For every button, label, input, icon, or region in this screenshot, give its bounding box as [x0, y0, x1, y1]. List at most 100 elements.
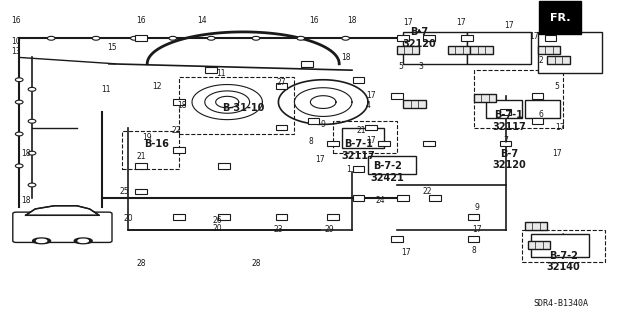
- Circle shape: [15, 78, 23, 82]
- Text: 17: 17: [315, 155, 325, 164]
- Polygon shape: [26, 206, 99, 215]
- Bar: [135, 35, 147, 41]
- Bar: [474, 70, 563, 128]
- Text: 22: 22: [423, 187, 432, 196]
- Circle shape: [92, 36, 100, 40]
- Text: 1: 1: [346, 165, 351, 174]
- Text: 8: 8: [471, 246, 476, 255]
- Text: 17: 17: [504, 21, 514, 30]
- Bar: [397, 35, 409, 41]
- Bar: [301, 61, 313, 67]
- Text: 17: 17: [555, 123, 565, 132]
- Text: 17: 17: [552, 149, 562, 158]
- Text: 14: 14: [196, 16, 207, 25]
- Circle shape: [169, 36, 177, 40]
- Text: 17: 17: [456, 18, 466, 27]
- Text: 17: 17: [472, 225, 482, 234]
- Circle shape: [28, 87, 36, 91]
- Text: 20: 20: [212, 224, 223, 233]
- Circle shape: [15, 100, 23, 104]
- Bar: [429, 195, 441, 201]
- Text: 18: 18: [348, 16, 356, 25]
- Bar: [500, 141, 511, 146]
- Text: FR.: FR.: [550, 12, 570, 23]
- Circle shape: [28, 183, 36, 187]
- Bar: [276, 83, 287, 89]
- Circle shape: [207, 36, 215, 40]
- Bar: [397, 46, 419, 54]
- Text: 17: 17: [401, 248, 412, 256]
- Bar: [391, 93, 403, 99]
- Bar: [368, 156, 416, 174]
- Bar: [538, 46, 560, 54]
- Text: 8: 8: [308, 137, 313, 146]
- Bar: [448, 46, 470, 54]
- Bar: [205, 67, 217, 73]
- Text: 21: 21: [357, 126, 366, 135]
- Bar: [378, 141, 390, 146]
- Bar: [468, 214, 479, 220]
- Text: B-16: B-16: [145, 138, 169, 149]
- Bar: [468, 236, 479, 242]
- Bar: [525, 100, 560, 118]
- Text: 25: 25: [120, 187, 130, 196]
- Bar: [135, 163, 147, 169]
- Text: 5: 5: [554, 82, 559, 91]
- Text: B-7-2
32421: B-7-2 32421: [371, 161, 404, 183]
- Text: 2: 2: [538, 56, 543, 65]
- FancyBboxPatch shape: [13, 212, 112, 242]
- Text: 24: 24: [376, 197, 386, 205]
- Text: 16: 16: [308, 16, 319, 25]
- Text: 12: 12: [152, 82, 161, 91]
- Bar: [470, 46, 493, 54]
- Text: 28: 28: [136, 259, 145, 268]
- Ellipse shape: [78, 239, 88, 242]
- Text: 16: 16: [11, 16, 21, 25]
- Circle shape: [15, 164, 23, 168]
- Text: 29: 29: [324, 225, 335, 234]
- Bar: [365, 125, 377, 130]
- Circle shape: [15, 132, 23, 136]
- Text: 17: 17: [366, 91, 376, 100]
- Circle shape: [47, 36, 55, 40]
- Bar: [327, 141, 339, 146]
- Bar: [538, 32, 602, 73]
- Text: 18: 18: [21, 149, 30, 158]
- Text: 21: 21: [136, 152, 145, 161]
- Bar: [474, 94, 496, 102]
- Text: 9: 9: [321, 120, 326, 129]
- Bar: [423, 141, 435, 146]
- Text: 28: 28: [252, 259, 260, 268]
- Text: 5: 5: [398, 63, 403, 71]
- Bar: [528, 241, 550, 249]
- Text: 17: 17: [529, 32, 540, 41]
- Bar: [276, 125, 287, 130]
- Ellipse shape: [74, 238, 92, 244]
- Bar: [423, 35, 435, 41]
- Text: 6: 6: [538, 110, 543, 119]
- Bar: [397, 195, 409, 201]
- Text: FR.: FR.: [550, 12, 570, 23]
- Text: 20: 20: [123, 214, 133, 223]
- Circle shape: [297, 36, 305, 40]
- Text: 22: 22: [172, 126, 180, 135]
- Text: 11: 11: [216, 69, 225, 78]
- Bar: [327, 214, 339, 220]
- Text: B-7-1
32117: B-7-1 32117: [342, 139, 375, 161]
- Circle shape: [252, 36, 260, 40]
- Circle shape: [28, 119, 36, 123]
- Bar: [218, 163, 230, 169]
- Text: B-7-2
32140: B-7-2 32140: [547, 251, 580, 272]
- Bar: [218, 214, 230, 220]
- Bar: [545, 35, 556, 41]
- Text: 10: 10: [11, 37, 21, 46]
- Bar: [532, 93, 543, 99]
- Text: B-7
32120: B-7 32120: [492, 149, 525, 170]
- Bar: [276, 214, 287, 220]
- Bar: [403, 32, 467, 64]
- Text: 15: 15: [107, 43, 117, 52]
- Text: 17: 17: [366, 136, 376, 145]
- Text: 18: 18: [178, 101, 187, 110]
- Bar: [353, 77, 364, 83]
- Bar: [353, 195, 364, 201]
